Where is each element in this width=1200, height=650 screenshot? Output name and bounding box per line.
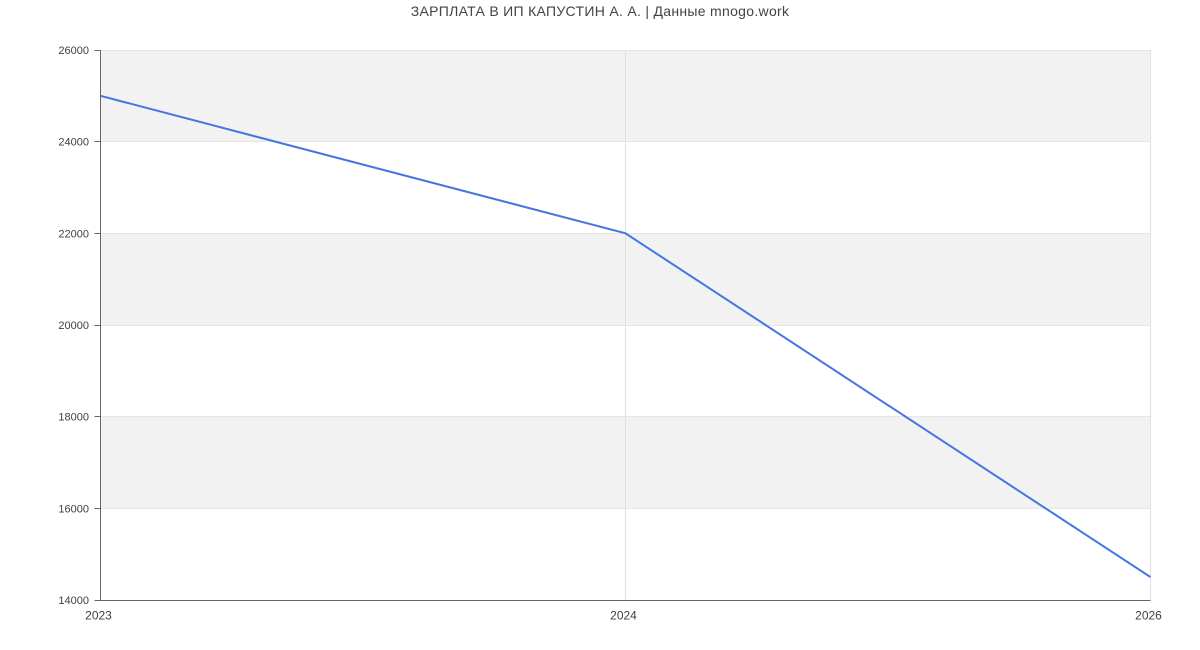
svg-text:20000: 20000 xyxy=(58,320,89,332)
svg-text:16000: 16000 xyxy=(58,503,89,515)
svg-text:ЗАРПЛАТА В ИП КАПУСТИН А. А. |: ЗАРПЛАТА В ИП КАПУСТИН А. А. | Данные mn… xyxy=(411,3,790,19)
svg-text:22000: 22000 xyxy=(58,228,89,240)
svg-text:24000: 24000 xyxy=(58,137,89,149)
svg-text:14000: 14000 xyxy=(58,595,89,607)
svg-text:2024: 2024 xyxy=(610,609,637,623)
svg-text:2026: 2026 xyxy=(1135,609,1162,623)
svg-text:2023: 2023 xyxy=(85,609,112,623)
svg-text:26000: 26000 xyxy=(58,45,89,57)
svg-text:18000: 18000 xyxy=(58,412,89,424)
